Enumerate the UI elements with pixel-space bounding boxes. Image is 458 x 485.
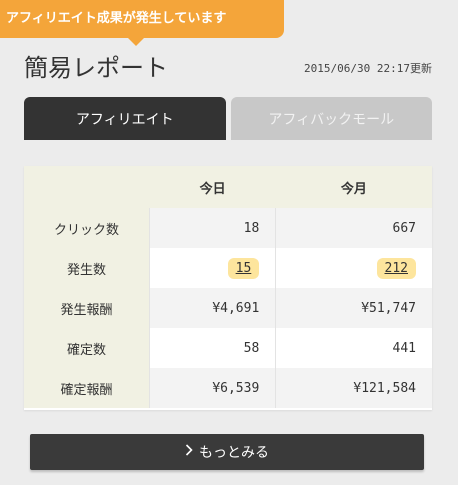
table-row-occurred-reward: 発生報酬 ¥4,691 ¥51,747	[24, 288, 432, 328]
tab-label: アフィバックモール	[268, 111, 395, 128]
table-row-confirmed: 確定数 58 441	[24, 328, 432, 368]
page-title: 簡易レポート	[24, 54, 168, 82]
chevron-right-icon	[185, 444, 193, 460]
report-table-panel: 今日 今月 クリック数 18 667 発生数 15 212 発生報酬 ¥4,69…	[24, 166, 432, 410]
row-label: 確定報酬	[24, 368, 150, 408]
see-more-button[interactable]: もっとみる	[30, 434, 424, 470]
notification-banner[interactable]: アフィリエイト成果が発生しています	[0, 0, 284, 38]
row-label: クリック数	[24, 208, 150, 248]
cell-month: 667	[275, 208, 432, 248]
cell-today: 15	[149, 248, 277, 288]
cell-today: ¥6,539	[149, 368, 277, 408]
report-table: 今日 今月 クリック数 18 667 発生数 15 212 発生報酬 ¥4,69…	[24, 166, 432, 408]
tab-label: アフィリエイト	[75, 111, 174, 128]
row-label: 発生数	[24, 248, 150, 288]
column-header-today: 今日	[149, 166, 276, 208]
see-more-label: もっとみる	[199, 445, 269, 461]
occurrences-month-link[interactable]: 212	[376, 257, 416, 279]
occurrences-today-link[interactable]: 15	[227, 257, 260, 279]
column-header-month: 今月	[275, 166, 432, 208]
table-row-occurrences: 発生数 15 212	[24, 248, 432, 288]
cell-month: ¥51,747	[275, 288, 432, 328]
report-tabs: アフィリエイト アフィバックモール	[24, 97, 432, 140]
cell-month: ¥121,584	[275, 368, 432, 408]
notification-pointer	[128, 38, 144, 46]
row-label: 確定数	[24, 328, 150, 368]
cell-today: 58	[149, 328, 277, 368]
tab-affiback-mall[interactable]: アフィバックモール	[230, 97, 432, 140]
table-row-confirmed-reward: 確定報酬 ¥6,539 ¥121,584	[24, 368, 432, 408]
table-corner-cell	[24, 166, 150, 208]
row-label: 発生報酬	[24, 288, 150, 328]
cell-today: ¥4,691	[149, 288, 277, 328]
updated-timestamp: 2015/06/30 22:17更新	[304, 62, 432, 75]
tab-affiliate[interactable]: アフィリエイト	[24, 97, 226, 140]
table-header-row: 今日 今月	[24, 166, 432, 208]
notification-text: アフィリエイト成果が発生しています	[6, 11, 227, 26]
cell-month: 212	[275, 248, 432, 288]
cell-today: 18	[149, 208, 277, 248]
cell-month: 441	[275, 328, 432, 368]
table-row-clicks: クリック数 18 667	[24, 208, 432, 248]
